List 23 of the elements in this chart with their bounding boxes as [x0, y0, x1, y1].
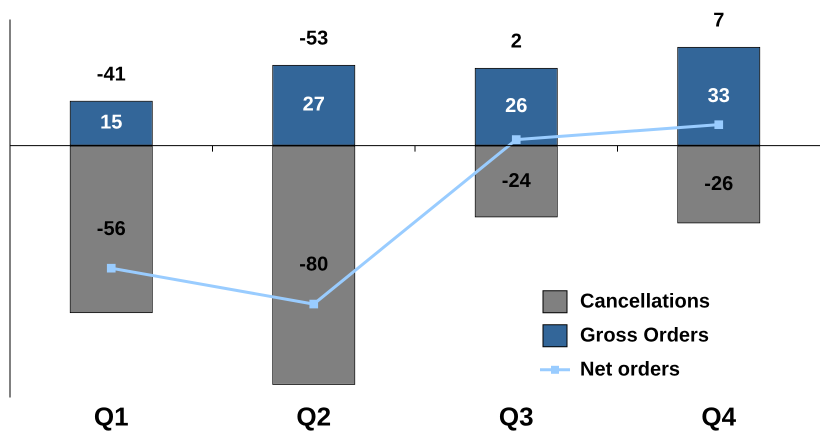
point	[309, 300, 318, 308]
data-label: -56	[96, 218, 126, 240]
x-tick-label: Q2	[296, 402, 332, 432]
data-label: -80	[299, 254, 328, 276]
point	[106, 264, 116, 273]
x-tick-label: Q4	[701, 402, 737, 432]
annotation: -41	[96, 63, 126, 86]
point	[714, 120, 724, 129]
annotation: -53	[299, 27, 328, 50]
annotation: 7	[713, 9, 724, 32]
data-label: 15	[100, 112, 122, 134]
x-tick-label: Q3	[498, 402, 534, 432]
point	[512, 135, 521, 144]
data-label: 33	[708, 84, 730, 107]
data-label: 27	[302, 94, 325, 116]
annotation: 2	[510, 30, 522, 52]
legend-label: Cancellations	[580, 290, 710, 312]
legend-label: Gross Orders	[580, 324, 709, 346]
data-label: 26	[505, 95, 528, 118]
data-label: -26	[704, 172, 734, 195]
data-label: -24	[502, 170, 532, 192]
legend-label: Net orders	[580, 358, 680, 380]
x-tick-label: Q1	[94, 402, 129, 432]
